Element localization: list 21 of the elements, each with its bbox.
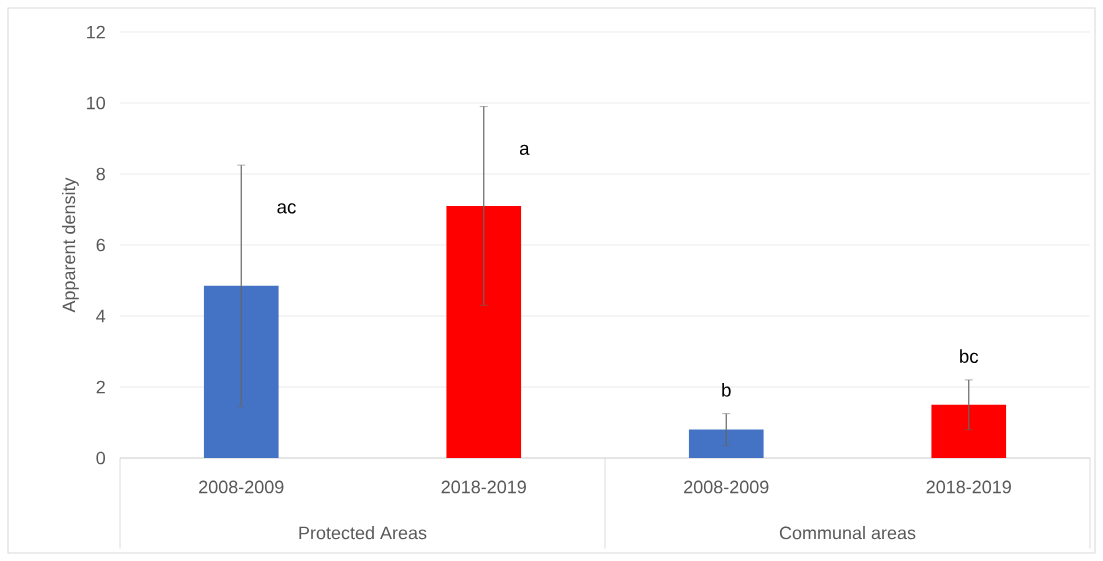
- x-tick-label: 2018-2019: [441, 480, 526, 494]
- y-tick-label: 6: [96, 238, 105, 252]
- y-tick-label: 12: [87, 25, 105, 39]
- y-tick-label: 0: [96, 451, 106, 465]
- annotation: bc: [960, 349, 979, 363]
- bar: [688, 429, 764, 458]
- bar: [446, 205, 522, 458]
- text: Communal areas: [779, 526, 916, 540]
- x-tick-label: 2018-2019: [926, 480, 1011, 494]
- annotation: a: [519, 144, 530, 155]
- x-tick-label: 2008-2009: [684, 480, 769, 494]
- y-tick-label: 2: [96, 380, 105, 394]
- annotation: b: [722, 383, 731, 397]
- y-axis-title: Apparent density: [62, 177, 79, 313]
- y-tick-label: 8: [96, 167, 105, 181]
- x-tick-label: 2008-2009: [199, 480, 284, 494]
- y-tick-label: 10: [87, 96, 106, 110]
- annotation: ac: [277, 203, 296, 214]
- y-tick-label: 4: [96, 309, 106, 323]
- bar: [931, 404, 1007, 458]
- text: Protected Areas: [299, 526, 427, 540]
